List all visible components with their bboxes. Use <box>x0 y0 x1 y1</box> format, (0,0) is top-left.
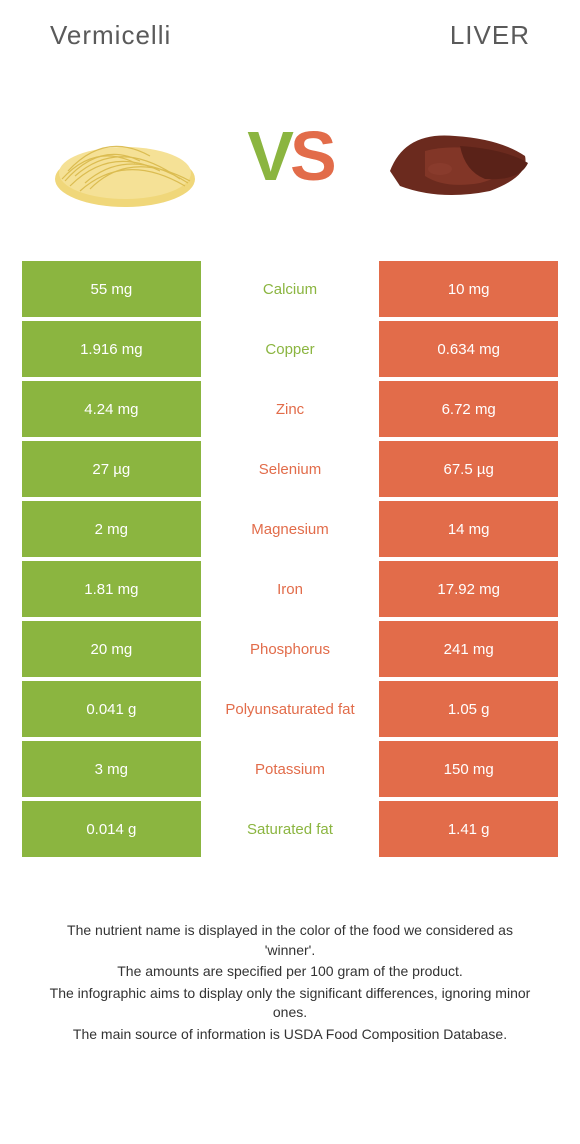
right-value: 1.41 g <box>379 801 558 857</box>
left-value: 1.916 mg <box>22 321 201 377</box>
right-food-title: LIVER <box>450 20 530 51</box>
table-row: 27 µgSelenium67.5 µg <box>22 441 558 497</box>
right-value: 6.72 mg <box>379 381 558 437</box>
right-value: 241 mg <box>379 621 558 677</box>
table-row: 55 mgCalcium10 mg <box>22 261 558 317</box>
footer-line-3: The infographic aims to display only the… <box>40 984 540 1023</box>
nutrient-label: Iron <box>201 561 380 617</box>
left-value: 0.041 g <box>22 681 201 737</box>
table-row: 2 mgMagnesium14 mg <box>22 501 558 557</box>
vermicelli-image <box>40 101 210 211</box>
vs-v: V <box>247 121 290 191</box>
nutrient-label: Phosphorus <box>201 621 380 677</box>
right-value: 10 mg <box>379 261 558 317</box>
header: Vermicelli LIVER <box>0 0 580 71</box>
table-row: 4.24 mgZinc6.72 mg <box>22 381 558 437</box>
table-row: 0.014 gSaturated fat1.41 g <box>22 801 558 857</box>
hero-row: VS <box>0 71 580 261</box>
left-value: 4.24 mg <box>22 381 201 437</box>
liver-image <box>370 101 540 211</box>
nutrient-label: Copper <box>201 321 380 377</box>
footer-line-1: The nutrient name is displayed in the co… <box>40 921 540 960</box>
left-value: 0.014 g <box>22 801 201 857</box>
nutrient-label: Calcium <box>201 261 380 317</box>
left-value: 27 µg <box>22 441 201 497</box>
left-value: 55 mg <box>22 261 201 317</box>
table-row: 0.041 gPolyunsaturated fat1.05 g <box>22 681 558 737</box>
table-row: 20 mgPhosphorus241 mg <box>22 621 558 677</box>
vs-label: VS <box>247 121 332 191</box>
table-row: 3 mgPotassium150 mg <box>22 741 558 797</box>
left-value: 3 mg <box>22 741 201 797</box>
right-value: 150 mg <box>379 741 558 797</box>
nutrient-label: Saturated fat <box>201 801 380 857</box>
vs-s: S <box>290 121 333 191</box>
footer-line-4: The main source of information is USDA F… <box>40 1025 540 1045</box>
right-value: 17.92 mg <box>379 561 558 617</box>
left-value: 20 mg <box>22 621 201 677</box>
right-value: 1.05 g <box>379 681 558 737</box>
left-value: 2 mg <box>22 501 201 557</box>
nutrient-table: 55 mgCalcium10 mg1.916 mgCopper0.634 mg4… <box>0 261 580 857</box>
right-value: 14 mg <box>379 501 558 557</box>
nutrient-label: Zinc <box>201 381 380 437</box>
left-value: 1.81 mg <box>22 561 201 617</box>
nutrient-label: Potassium <box>201 741 380 797</box>
right-value: 67.5 µg <box>379 441 558 497</box>
left-food-title: Vermicelli <box>50 20 171 51</box>
right-value: 0.634 mg <box>379 321 558 377</box>
table-row: 1.81 mgIron17.92 mg <box>22 561 558 617</box>
footer-notes: The nutrient name is displayed in the co… <box>0 861 580 1045</box>
nutrient-label: Selenium <box>201 441 380 497</box>
nutrient-label: Magnesium <box>201 501 380 557</box>
footer-line-2: The amounts are specified per 100 gram o… <box>40 962 540 982</box>
table-row: 1.916 mgCopper0.634 mg <box>22 321 558 377</box>
nutrient-label: Polyunsaturated fat <box>201 681 380 737</box>
